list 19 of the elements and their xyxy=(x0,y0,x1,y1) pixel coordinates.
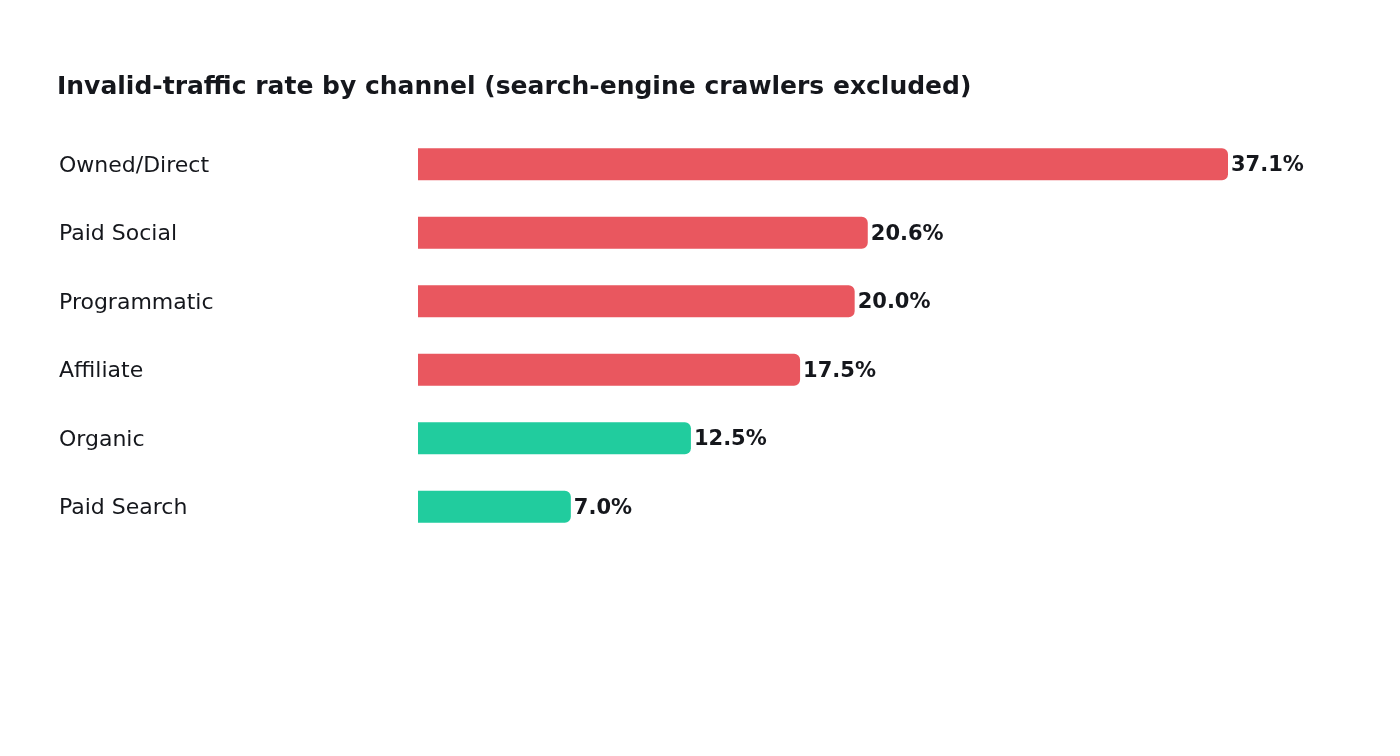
bar xyxy=(418,353,801,386)
bar xyxy=(418,285,855,318)
bar xyxy=(418,490,571,523)
y-tick-label: Affiliate xyxy=(59,357,144,382)
y-tick-label: Organic xyxy=(59,426,145,451)
data-label: 7.0% xyxy=(573,494,633,519)
data-label: 20.0% xyxy=(857,289,931,314)
bar xyxy=(418,216,868,249)
y-tick-label: Programmatic xyxy=(59,289,214,314)
bar xyxy=(418,422,691,455)
bar xyxy=(418,148,1228,181)
data-label: 37.1% xyxy=(1231,152,1304,177)
y-tick-label: Owned/Direct xyxy=(59,152,210,177)
data-label: 20.6% xyxy=(870,220,944,245)
y-tick-label: Paid Social xyxy=(59,220,178,245)
y-tick-label: Paid Search xyxy=(59,494,188,519)
chart-title: Invalid-traffic rate by channel (search-engine crawlers excluded) xyxy=(57,70,972,100)
data-label: 12.5% xyxy=(693,426,767,451)
data-label: 17.5% xyxy=(803,357,876,382)
